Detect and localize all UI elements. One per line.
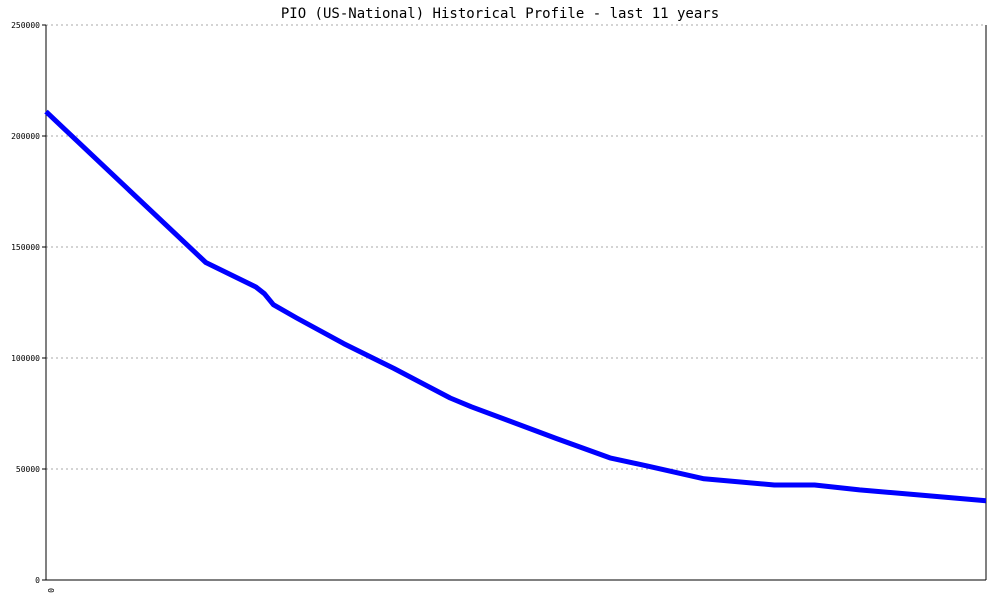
x-axis-ticks: 0 (46, 588, 55, 593)
y-tick-label: 250000 (11, 21, 40, 30)
axes (45, 25, 987, 581)
y-tick-label: 50000 (16, 465, 40, 474)
y-tick-label: 200000 (11, 132, 40, 141)
y-tick-label: 150000 (11, 243, 40, 252)
y-tick-label: 0 (35, 576, 40, 585)
series-group (44, 109, 987, 504)
gridlines (46, 24, 986, 470)
y-tick-label: 100000 (11, 354, 40, 363)
y-axis-ticks: 0 50000 100000 150000 200000 250000 (11, 21, 46, 585)
series-line (44, 109, 987, 504)
x-tick-label: 0 (46, 588, 55, 593)
chart-title: PIO (US-National) Historical Profile - l… (281, 6, 719, 22)
